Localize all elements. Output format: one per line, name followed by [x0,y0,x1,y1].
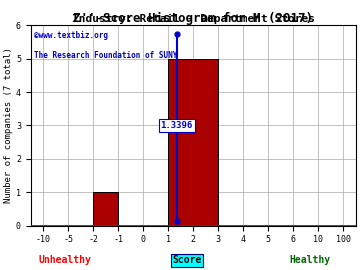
Bar [168,59,218,225]
Title: Z''-Score Histogram for M (2017): Z''-Score Histogram for M (2017) [73,12,313,25]
Text: The Research Foundation of SUNY: The Research Foundation of SUNY [34,51,177,60]
Text: 1.3396: 1.3396 [161,121,193,130]
Y-axis label: Number of companies (7 total): Number of companies (7 total) [4,48,13,203]
Text: Industry: Retail - Department Stores: Industry: Retail - Department Stores [72,14,315,24]
Text: ©www.textbiz.org: ©www.textbiz.org [34,31,108,40]
Text: Score: Score [172,255,202,265]
Bar [93,192,118,225]
Text: Unhealthy: Unhealthy [39,255,91,265]
Text: Healthy: Healthy [289,255,330,265]
